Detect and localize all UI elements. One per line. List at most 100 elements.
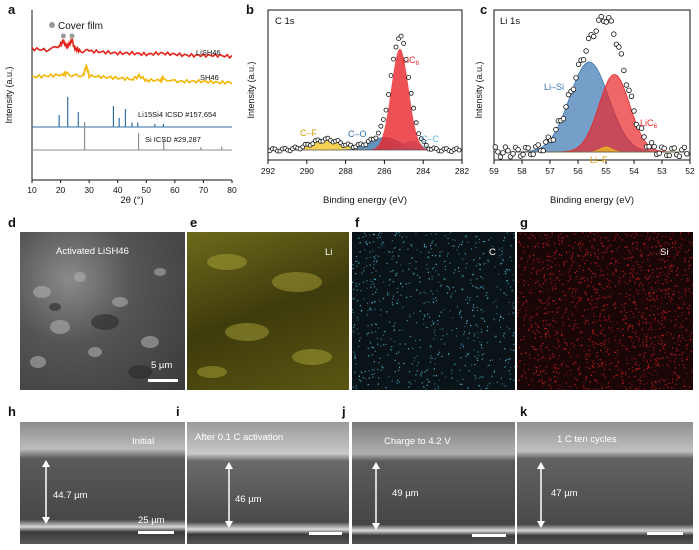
eds-dot [425, 301, 427, 303]
eds-dot [526, 306, 528, 308]
eds-dot [426, 326, 428, 328]
c-data-point [628, 93, 635, 99]
eds-dot [533, 372, 535, 374]
eds-dot [539, 291, 541, 293]
eds-dot [620, 373, 622, 375]
eds-map-li: Li [187, 232, 349, 390]
eds-dot [570, 256, 573, 259]
eds-dot [650, 354, 652, 356]
eds-dot [599, 332, 601, 334]
eds-dot [428, 381, 430, 383]
eds-dot [643, 389, 645, 390]
eds-dot [501, 253, 503, 255]
eds-dot [639, 282, 641, 284]
c-data-point [595, 17, 602, 23]
eds-dot [621, 303, 624, 305]
eds-dot [660, 343, 662, 345]
eds-dot [468, 332, 470, 334]
eds-dot [541, 357, 543, 359]
eds-dot [629, 280, 631, 282]
eds-dot [674, 242, 676, 244]
eds-dot [658, 288, 660, 290]
c-data-point [656, 150, 662, 157]
eds-dot [641, 254, 643, 256]
eds-dot [678, 377, 680, 379]
eds-dot [458, 253, 460, 255]
eds-dot [521, 375, 523, 377]
eds-dot [508, 301, 510, 304]
scale-bar-k [647, 532, 683, 535]
eds-dot [411, 363, 413, 365]
eds-dot [609, 327, 611, 330]
eds-dot [689, 386, 691, 388]
eds-dot [414, 380, 416, 382]
eds-dot [629, 325, 631, 327]
eds-dot [410, 244, 412, 246]
c-xtick-label: 52 [685, 166, 695, 176]
eds-dot [555, 251, 557, 253]
eds-dot [400, 283, 402, 285]
eds-dot [631, 369, 633, 371]
eds-dot [572, 247, 574, 249]
eds-dot [522, 302, 525, 304]
eds-dot [396, 272, 398, 275]
eds-dot [502, 335, 505, 337]
eds-dot [664, 380, 666, 382]
eds-dot [352, 386, 354, 388]
c-data-point [540, 147, 546, 154]
eds-dot [529, 255, 531, 257]
eds-dot [556, 384, 559, 387]
eds-dot [686, 359, 688, 361]
eds-dot [624, 316, 626, 318]
eds-dot [587, 319, 589, 322]
eds-dot [518, 309, 520, 311]
eds-dot [508, 328, 510, 330]
eds-dot [650, 295, 652, 297]
eds-dot [541, 349, 543, 351]
eds-dot [400, 264, 402, 266]
eds-dot [685, 345, 687, 347]
eds-dot [682, 337, 684, 339]
eds-dot [356, 289, 358, 291]
eds-dot [569, 348, 571, 351]
eds-dot [666, 281, 668, 283]
eds-dot [552, 290, 554, 292]
b-data-point [363, 142, 369, 148]
eds-dot [501, 247, 503, 249]
c-data-point [616, 44, 622, 50]
eds-dot [656, 290, 658, 292]
eds-dot [539, 302, 542, 304]
eds-dot [654, 319, 657, 321]
eds-dot [622, 345, 624, 347]
eds-dot [470, 279, 472, 281]
eds-dot [558, 355, 560, 357]
eds-dot [539, 359, 541, 361]
eds-dot [662, 345, 664, 347]
eds-dot [621, 311, 623, 313]
cross-section-k: 1 C ten cycles 47 µm [517, 422, 693, 544]
eds-dot [396, 382, 398, 384]
eds-dot [355, 285, 357, 287]
eds-dot [675, 324, 677, 326]
eds-dot [535, 271, 537, 273]
eds-dot [629, 277, 631, 279]
eds-dot [603, 245, 605, 247]
eds-dot [533, 260, 535, 262]
eds-dot [677, 376, 680, 379]
eds-dot [668, 243, 670, 245]
eds-dot [626, 311, 628, 313]
eds-dot [542, 246, 544, 248]
eds-dot [681, 238, 683, 240]
eds-dot [635, 368, 637, 370]
eds-dot [585, 376, 587, 378]
eds-dot [533, 267, 535, 269]
eds-dot [557, 331, 559, 334]
eds-dot [622, 328, 624, 330]
c-label-lif: Li–F [590, 155, 608, 165]
eds-dot [449, 262, 451, 264]
eds-dot [526, 301, 528, 303]
eds-dot [539, 284, 541, 286]
b-data-point [406, 75, 412, 80]
eds-dot [575, 306, 577, 308]
eds-dot [648, 282, 650, 284]
